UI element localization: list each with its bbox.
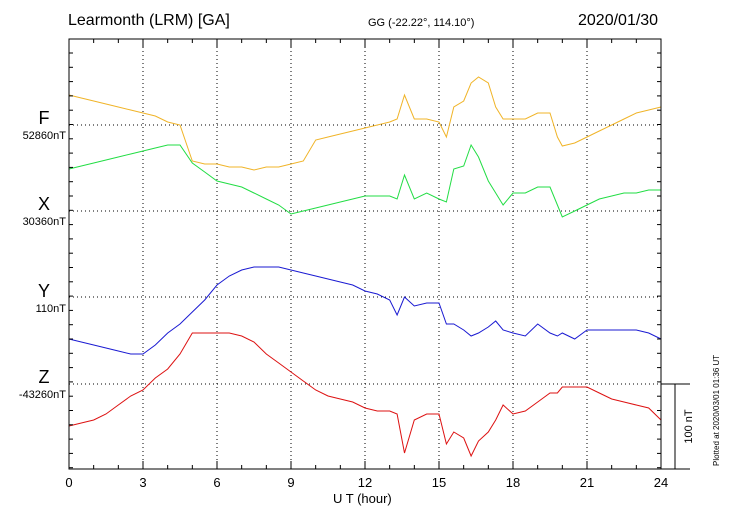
series-label-x: X [37,194,50,214]
scale-bar-label: 100 nT [683,409,695,444]
series-line-y [68,266,662,355]
baseline-label-x: 30360nT [22,216,66,228]
series-line-z [68,332,662,458]
series-lines [68,76,662,458]
x-tick-label: 18 [506,475,520,490]
series-line-f [68,76,662,171]
series-label-y: Y [37,281,50,301]
scale-bar: 100 nT [661,383,695,470]
baseline-label-y: 110nT [35,303,66,315]
grid-lines [69,39,661,469]
x-axis-label: U T (hour) [333,491,392,506]
geographic-coords: GG (-22.22°, 114.10°) [368,17,475,29]
plotted-timestamp: Plotted at 2020/03/01 01:36 UT [712,354,721,466]
chart-date: 2020/01/30 [578,12,659,29]
x-tick-label: 3 [139,475,146,490]
x-tick-label: 15 [432,475,446,490]
x-tick-label: 24 [654,475,668,490]
x-tick-label: 12 [358,475,372,490]
baseline-label-z: -43260nT [18,389,66,401]
x-tick-label: 6 [213,475,220,490]
series-label-f: F [38,108,50,128]
series-line-x [68,143,661,218]
station-title: Learmonth (LRM) [GA] [68,12,230,29]
x-tick-labels: 0 3 6 9 12 15 18 21 24 [65,475,668,490]
baseline-label-f: 52860nT [22,130,66,142]
series-label-z: Z [38,367,50,387]
x-tick-label: 0 [65,475,72,490]
x-tick-label: 9 [287,475,294,490]
x-tick-label: 21 [580,475,594,490]
axis-ticks [68,39,662,469]
